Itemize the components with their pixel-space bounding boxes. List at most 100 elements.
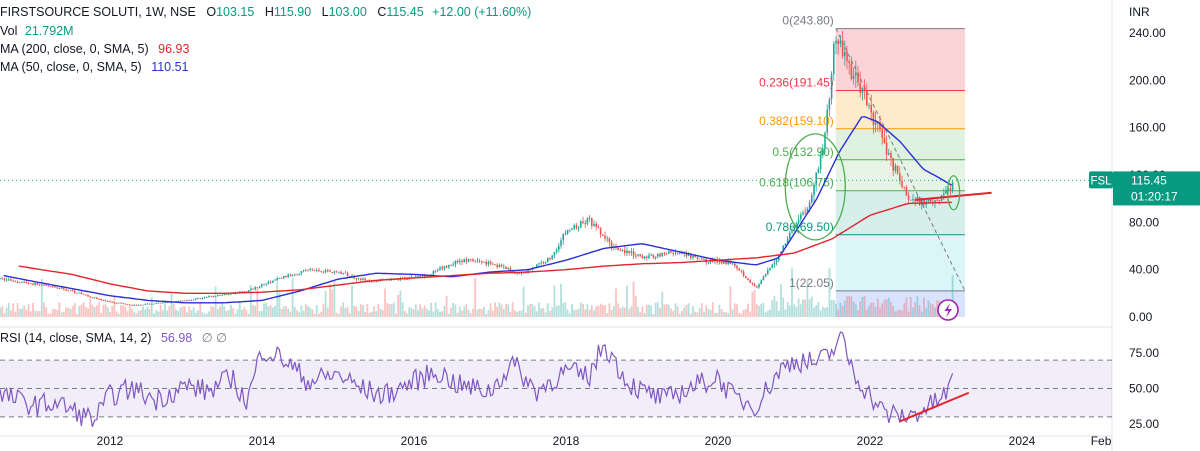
candle-body bbox=[797, 219, 800, 223]
volume-value: 21.792M bbox=[25, 24, 74, 38]
candle-body bbox=[14, 281, 17, 282]
volume-bar bbox=[403, 310, 406, 317]
volume-bar bbox=[744, 309, 747, 317]
lightning-icon[interactable] bbox=[937, 299, 959, 321]
volume-bar bbox=[5, 307, 8, 317]
volume-bar bbox=[133, 311, 136, 317]
candle-body bbox=[538, 263, 540, 265]
symbol-legend[interactable]: FIRSTSOURCE SOLUTI, 1W, NSE O103.15 H115… bbox=[0, 5, 531, 74]
volume-bar bbox=[667, 304, 670, 317]
volume-bar bbox=[634, 295, 637, 317]
volume-bar bbox=[190, 310, 193, 317]
fib-level-label: 0.236(191.45) bbox=[759, 76, 834, 90]
candle-body bbox=[267, 281, 270, 284]
rsi-axis[interactable]: 75.00 50.00 25.00 bbox=[1129, 346, 1159, 431]
volume-bar bbox=[749, 311, 752, 317]
candle-body bbox=[918, 196, 921, 205]
candle-body bbox=[795, 222, 798, 227]
volume-bar bbox=[419, 304, 422, 317]
volume-bar bbox=[157, 311, 160, 317]
volume-bar bbox=[775, 301, 778, 317]
volume-bar bbox=[555, 305, 558, 317]
candle-body bbox=[470, 259, 472, 260]
volume-bar bbox=[760, 303, 763, 317]
volume-bar bbox=[40, 278, 43, 317]
candle-body bbox=[742, 271, 745, 276]
volume-bar bbox=[780, 284, 782, 317]
volume-bar bbox=[520, 310, 523, 317]
volume-bar bbox=[73, 303, 76, 317]
volume-bar bbox=[399, 290, 402, 317]
volume-bar bbox=[912, 307, 914, 317]
candle-body bbox=[558, 245, 560, 250]
volume-bar bbox=[923, 297, 925, 317]
volume-bar bbox=[208, 311, 210, 317]
candle-body bbox=[811, 195, 813, 203]
volume-bar bbox=[839, 302, 842, 317]
volume-bar bbox=[595, 306, 598, 317]
candle-body bbox=[771, 264, 773, 268]
svg-text:Vol 21.792M: Vol 21.792M bbox=[0, 24, 74, 38]
candle-body bbox=[621, 250, 624, 252]
volume-bar bbox=[648, 304, 650, 317]
candle-body bbox=[344, 272, 347, 274]
candle-body bbox=[551, 255, 553, 260]
candle-body bbox=[100, 299, 102, 301]
volume-bar bbox=[355, 306, 358, 317]
candle-body bbox=[45, 284, 47, 286]
fib-level-label: 0.382(159.10) bbox=[759, 114, 834, 128]
candle-body bbox=[591, 218, 593, 226]
candle-body bbox=[848, 61, 850, 64]
volume-bar bbox=[436, 308, 439, 317]
candle-body bbox=[1, 278, 3, 280]
candle-body bbox=[120, 302, 122, 304]
volume-bar bbox=[694, 311, 697, 317]
rsi-legend[interactable]: RSI (14, close, SMA, 14, 2) 56.98 ∅ ∅ bbox=[0, 331, 227, 345]
candle-body bbox=[828, 98, 831, 110]
candle-body bbox=[690, 254, 692, 258]
volume-bar bbox=[817, 302, 820, 317]
candle-body bbox=[527, 269, 529, 273]
time-tick-label: 2020 bbox=[705, 434, 732, 448]
fibonacci-retracement[interactable]: 0(243.80) 0.236(191.45) 0.382(159.10) 0.5(1… bbox=[759, 14, 966, 317]
volume-bar bbox=[560, 283, 562, 317]
candle-body bbox=[302, 270, 305, 272]
candle-body bbox=[415, 276, 417, 278]
volume-bar bbox=[269, 305, 272, 317]
volume-bar bbox=[155, 310, 158, 317]
candle-body bbox=[639, 254, 641, 256]
volume-bar bbox=[687, 303, 690, 317]
candle-body bbox=[899, 173, 901, 181]
candle-body bbox=[485, 261, 487, 265]
candle-body bbox=[756, 286, 758, 288]
volume-bar bbox=[742, 310, 745, 317]
candle-body bbox=[619, 250, 622, 252]
volume-bar bbox=[265, 302, 268, 317]
candle-body bbox=[87, 294, 89, 297]
volume-bar bbox=[69, 308, 72, 317]
volume-bar bbox=[102, 304, 105, 317]
candle-body bbox=[857, 72, 859, 83]
volume-bar bbox=[12, 303, 15, 317]
volume-bar bbox=[221, 302, 224, 317]
time-axis[interactable]: 2012 2014 2016 2018 2020 2022 2024 Feb bbox=[97, 434, 1112, 448]
candle-body bbox=[901, 180, 903, 187]
candle-body bbox=[104, 300, 107, 302]
candle-body bbox=[566, 230, 569, 234]
candle-body bbox=[214, 296, 217, 297]
candle-body bbox=[806, 208, 809, 213]
volume-bar bbox=[764, 312, 767, 317]
candle-body bbox=[547, 258, 549, 263]
volume-bar bbox=[874, 306, 877, 317]
volume-bar bbox=[331, 289, 334, 317]
volume-bar bbox=[909, 296, 912, 317]
candle-body bbox=[298, 273, 300, 275]
drawing-annotations[interactable] bbox=[784, 133, 992, 241]
candle-body bbox=[12, 280, 14, 282]
candle-body bbox=[223, 293, 226, 295]
candle-body bbox=[597, 226, 600, 228]
candle-body bbox=[927, 199, 930, 202]
candle-body bbox=[624, 250, 626, 254]
candle-body bbox=[476, 260, 479, 262]
